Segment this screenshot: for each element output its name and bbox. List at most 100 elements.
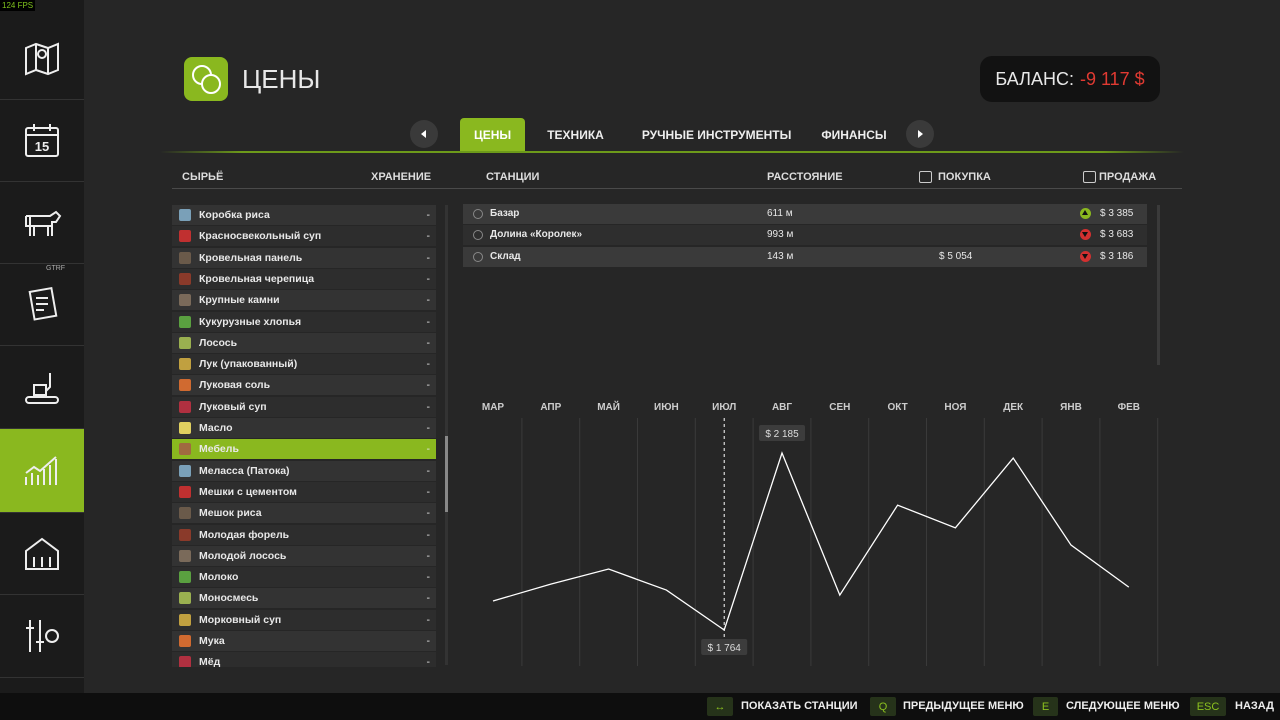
station-buy: $ 5 054 <box>939 250 973 262</box>
product-storage: - <box>426 549 431 562</box>
product-row[interactable]: Морковный суп - <box>172 609 436 630</box>
svg-text:15: 15 <box>35 139 49 154</box>
product-icon <box>179 379 191 392</box>
station-distance: 993 м <box>767 229 794 241</box>
tab[interactable]: ФИНАНСЫ <box>821 127 887 142</box>
key-action[interactable]: СЛЕДУЮЩЕЕ МЕНЮ <box>1066 700 1180 712</box>
product-row[interactable]: Кровельная панель - <box>172 247 436 268</box>
product-name: Лук (упакованный) <box>199 358 298 371</box>
month-label: АПР <box>540 402 561 413</box>
tab-prev[interactable] <box>410 120 438 148</box>
product-icon <box>179 358 191 371</box>
key-hint[interactable]: Q <box>870 697 896 716</box>
list-scroll-thumb[interactable] <box>445 436 448 512</box>
tab-active[interactable]: ЦЕНЫ <box>460 118 526 151</box>
station-distance: 611 м <box>767 208 793 219</box>
product-row[interactable]: Лосось - <box>172 332 436 353</box>
product-row[interactable]: Крупные камни - <box>172 290 436 311</box>
station-name: Долина «Королек» <box>490 229 583 241</box>
column-header: СТАНЦИИ <box>486 171 540 183</box>
balance-value: -9 117 $ <box>1079 68 1145 89</box>
product-storage: - <box>426 464 431 477</box>
product-name: Кровельная панель <box>199 251 303 264</box>
balance-label: БАЛАНС: <box>995 68 1074 89</box>
month-label: ЯНВ <box>1060 402 1082 413</box>
tab[interactable]: ТЕХНИКА <box>547 127 604 142</box>
key-hint[interactable]: E <box>1033 697 1058 716</box>
product-row[interactable]: Красносвекольный суп - <box>172 226 436 247</box>
product-name: Луковая соль <box>199 379 271 392</box>
product-icon <box>179 592 191 605</box>
product-name: Молоко <box>199 571 239 584</box>
tab[interactable]: РУЧНЫЕ ИНСТРУМЕНТЫ <box>641 127 792 142</box>
product-name: Кровельная черепица <box>199 272 315 285</box>
product-storage: - <box>426 251 431 264</box>
product-row[interactable]: Молодой лосось - <box>172 545 436 566</box>
product-storage: - <box>426 272 431 285</box>
product-row[interactable]: Луковая соль - <box>172 375 436 396</box>
product-row[interactable]: Кровельная черепица - <box>172 268 436 289</box>
product-row[interactable]: Мёд - <box>172 652 436 667</box>
station-icon <box>473 230 483 241</box>
key-action[interactable]: ПРЕДЫДУЩЕЕ МЕНЮ <box>903 700 1024 712</box>
product-row[interactable]: Мешок риса - <box>172 503 436 524</box>
product-row[interactable]: Мука - <box>172 631 436 651</box>
menu-map[interactable] <box>0 17 84 100</box>
product-name: Мёд <box>199 656 221 667</box>
product-row[interactable]: Масло - <box>172 418 436 438</box>
footer: ↔ ПОКАЗАТЬ СТАНЦИИ Q ПРЕДЫДУЩЕЕ МЕНЮ E СЛЕДУЮ… <box>0 693 1280 720</box>
product-icon <box>179 272 191 285</box>
product-row[interactable]: Моносмесь - <box>172 588 436 609</box>
key-hint[interactable]: ↔ <box>707 697 733 716</box>
product-icon <box>179 613 191 626</box>
menu-contracts[interactable] <box>0 263 84 346</box>
product-row[interactable]: Молоко - <box>172 567 436 588</box>
product-storage: - <box>426 656 431 667</box>
product-list: Коробка риса - Красносвекольный суп - Кровел… <box>0 0 450 667</box>
product-icon <box>179 635 191 647</box>
product-row[interactable]: Коробка риса - <box>172 205 436 225</box>
balance-box: БАЛАНС: -9 117 $ <box>980 56 1160 102</box>
station-sell: $ 3 683 <box>1100 229 1134 241</box>
key-hint[interactable]: ESC <box>1190 697 1226 716</box>
trend-arrow <box>1082 232 1088 238</box>
value-label: $ 1 764 <box>708 643 742 654</box>
month-label: ИЮН <box>654 402 679 413</box>
month-label: ИЮЛ <box>712 402 736 413</box>
product-name: Меласса (Патока) <box>199 464 290 477</box>
product-storage: - <box>426 400 431 413</box>
menu-prices-active[interactable] <box>0 429 84 513</box>
menu-settings[interactable] <box>0 595 84 678</box>
station-name: Базар <box>490 208 520 219</box>
key-action[interactable]: ПОКАЗАТЬ СТАНЦИИ <box>741 700 858 712</box>
product-storage: - <box>426 422 431 434</box>
menu-buildings[interactable] <box>0 512 84 595</box>
product-storage: - <box>426 613 431 626</box>
station-row[interactable]: Базар 611 м $ 3 385 <box>463 204 1147 224</box>
menu-production[interactable] <box>0 346 84 429</box>
product-row-selected[interactable]: Мебель - <box>172 439 436 460</box>
product-row[interactable]: Кукурузные хлопья - <box>172 311 436 332</box>
product-row[interactable]: Лук (упакованный) - <box>172 354 436 375</box>
product-row[interactable]: Мешки с цементом - <box>172 481 436 502</box>
product-icon <box>179 422 191 434</box>
value-label: $ 2 185 <box>765 429 799 440</box>
month-label: АВГ <box>772 402 792 413</box>
station-sell: $ 3 186 <box>1100 250 1134 262</box>
product-row[interactable]: Луковый суп - <box>172 396 436 417</box>
product-name: Кукурузные хлопья <box>199 315 302 328</box>
product-icon <box>179 400 191 413</box>
key-action[interactable]: НАЗАД <box>1235 700 1274 712</box>
product-icon <box>179 443 191 456</box>
tab-next[interactable] <box>906 120 934 148</box>
price-line <box>492 451 1130 632</box>
station-row[interactable]: Долина «Королек» 993 м $ 3 683 <box>463 225 1147 246</box>
menu-animals[interactable] <box>0 181 84 264</box>
product-row[interactable]: Меласса (Патока) - <box>172 460 436 481</box>
menu-calendar[interactable]: 15 <box>0 99 84 182</box>
trend-arrow <box>1082 210 1088 215</box>
product-row[interactable]: Молодая форель - <box>172 524 436 545</box>
station-row[interactable]: Склад 143 м $ 5 054 $ 3 186 <box>463 246 1147 267</box>
sidebar: 15 <box>0 0 84 693</box>
product-icon <box>179 336 191 349</box>
